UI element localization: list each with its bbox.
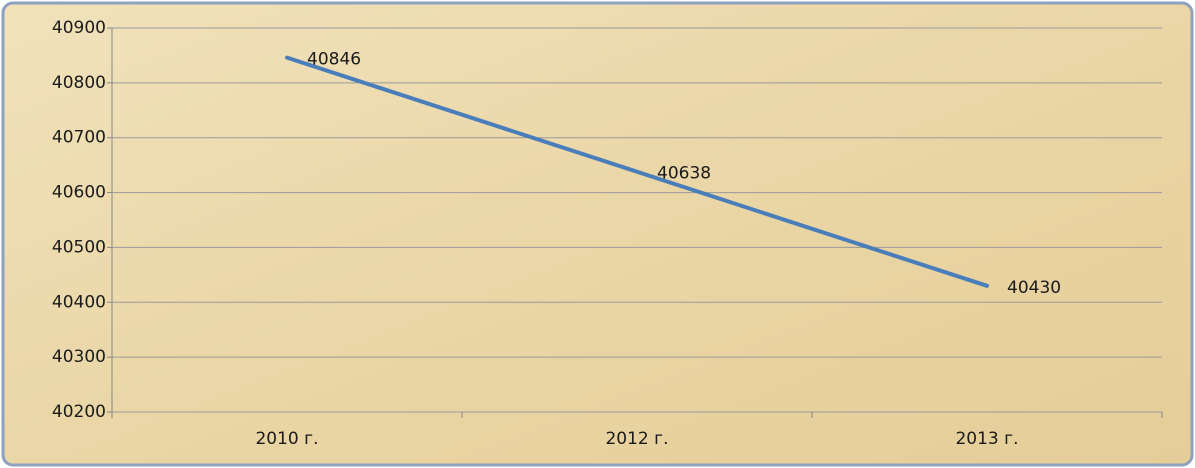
data-label: 40846 — [307, 50, 361, 70]
x-tick-label: 2012 г. — [605, 429, 668, 449]
data-label: 40430 — [1007, 278, 1061, 298]
y-tick-label: 40800 — [52, 73, 106, 93]
y-tick-label: 40200 — [52, 402, 106, 422]
data-label: 40638 — [657, 164, 711, 184]
x-tick-label: 2013 г. — [955, 429, 1018, 449]
y-tick-label: 40500 — [52, 237, 106, 257]
y-tick-label: 40600 — [52, 183, 106, 203]
y-tick-label: 40400 — [52, 292, 106, 312]
line-series — [285, 55, 989, 288]
y-tick-label: 40700 — [52, 128, 106, 148]
x-tick-label: 2010 г. — [255, 429, 318, 449]
plot-area: 40200 40300 40400 40500 40600 40700 40800 40900… — [52, 18, 1163, 449]
y-tick-label: 40900 — [52, 18, 106, 38]
y-tick-label: 40300 — [52, 347, 106, 367]
